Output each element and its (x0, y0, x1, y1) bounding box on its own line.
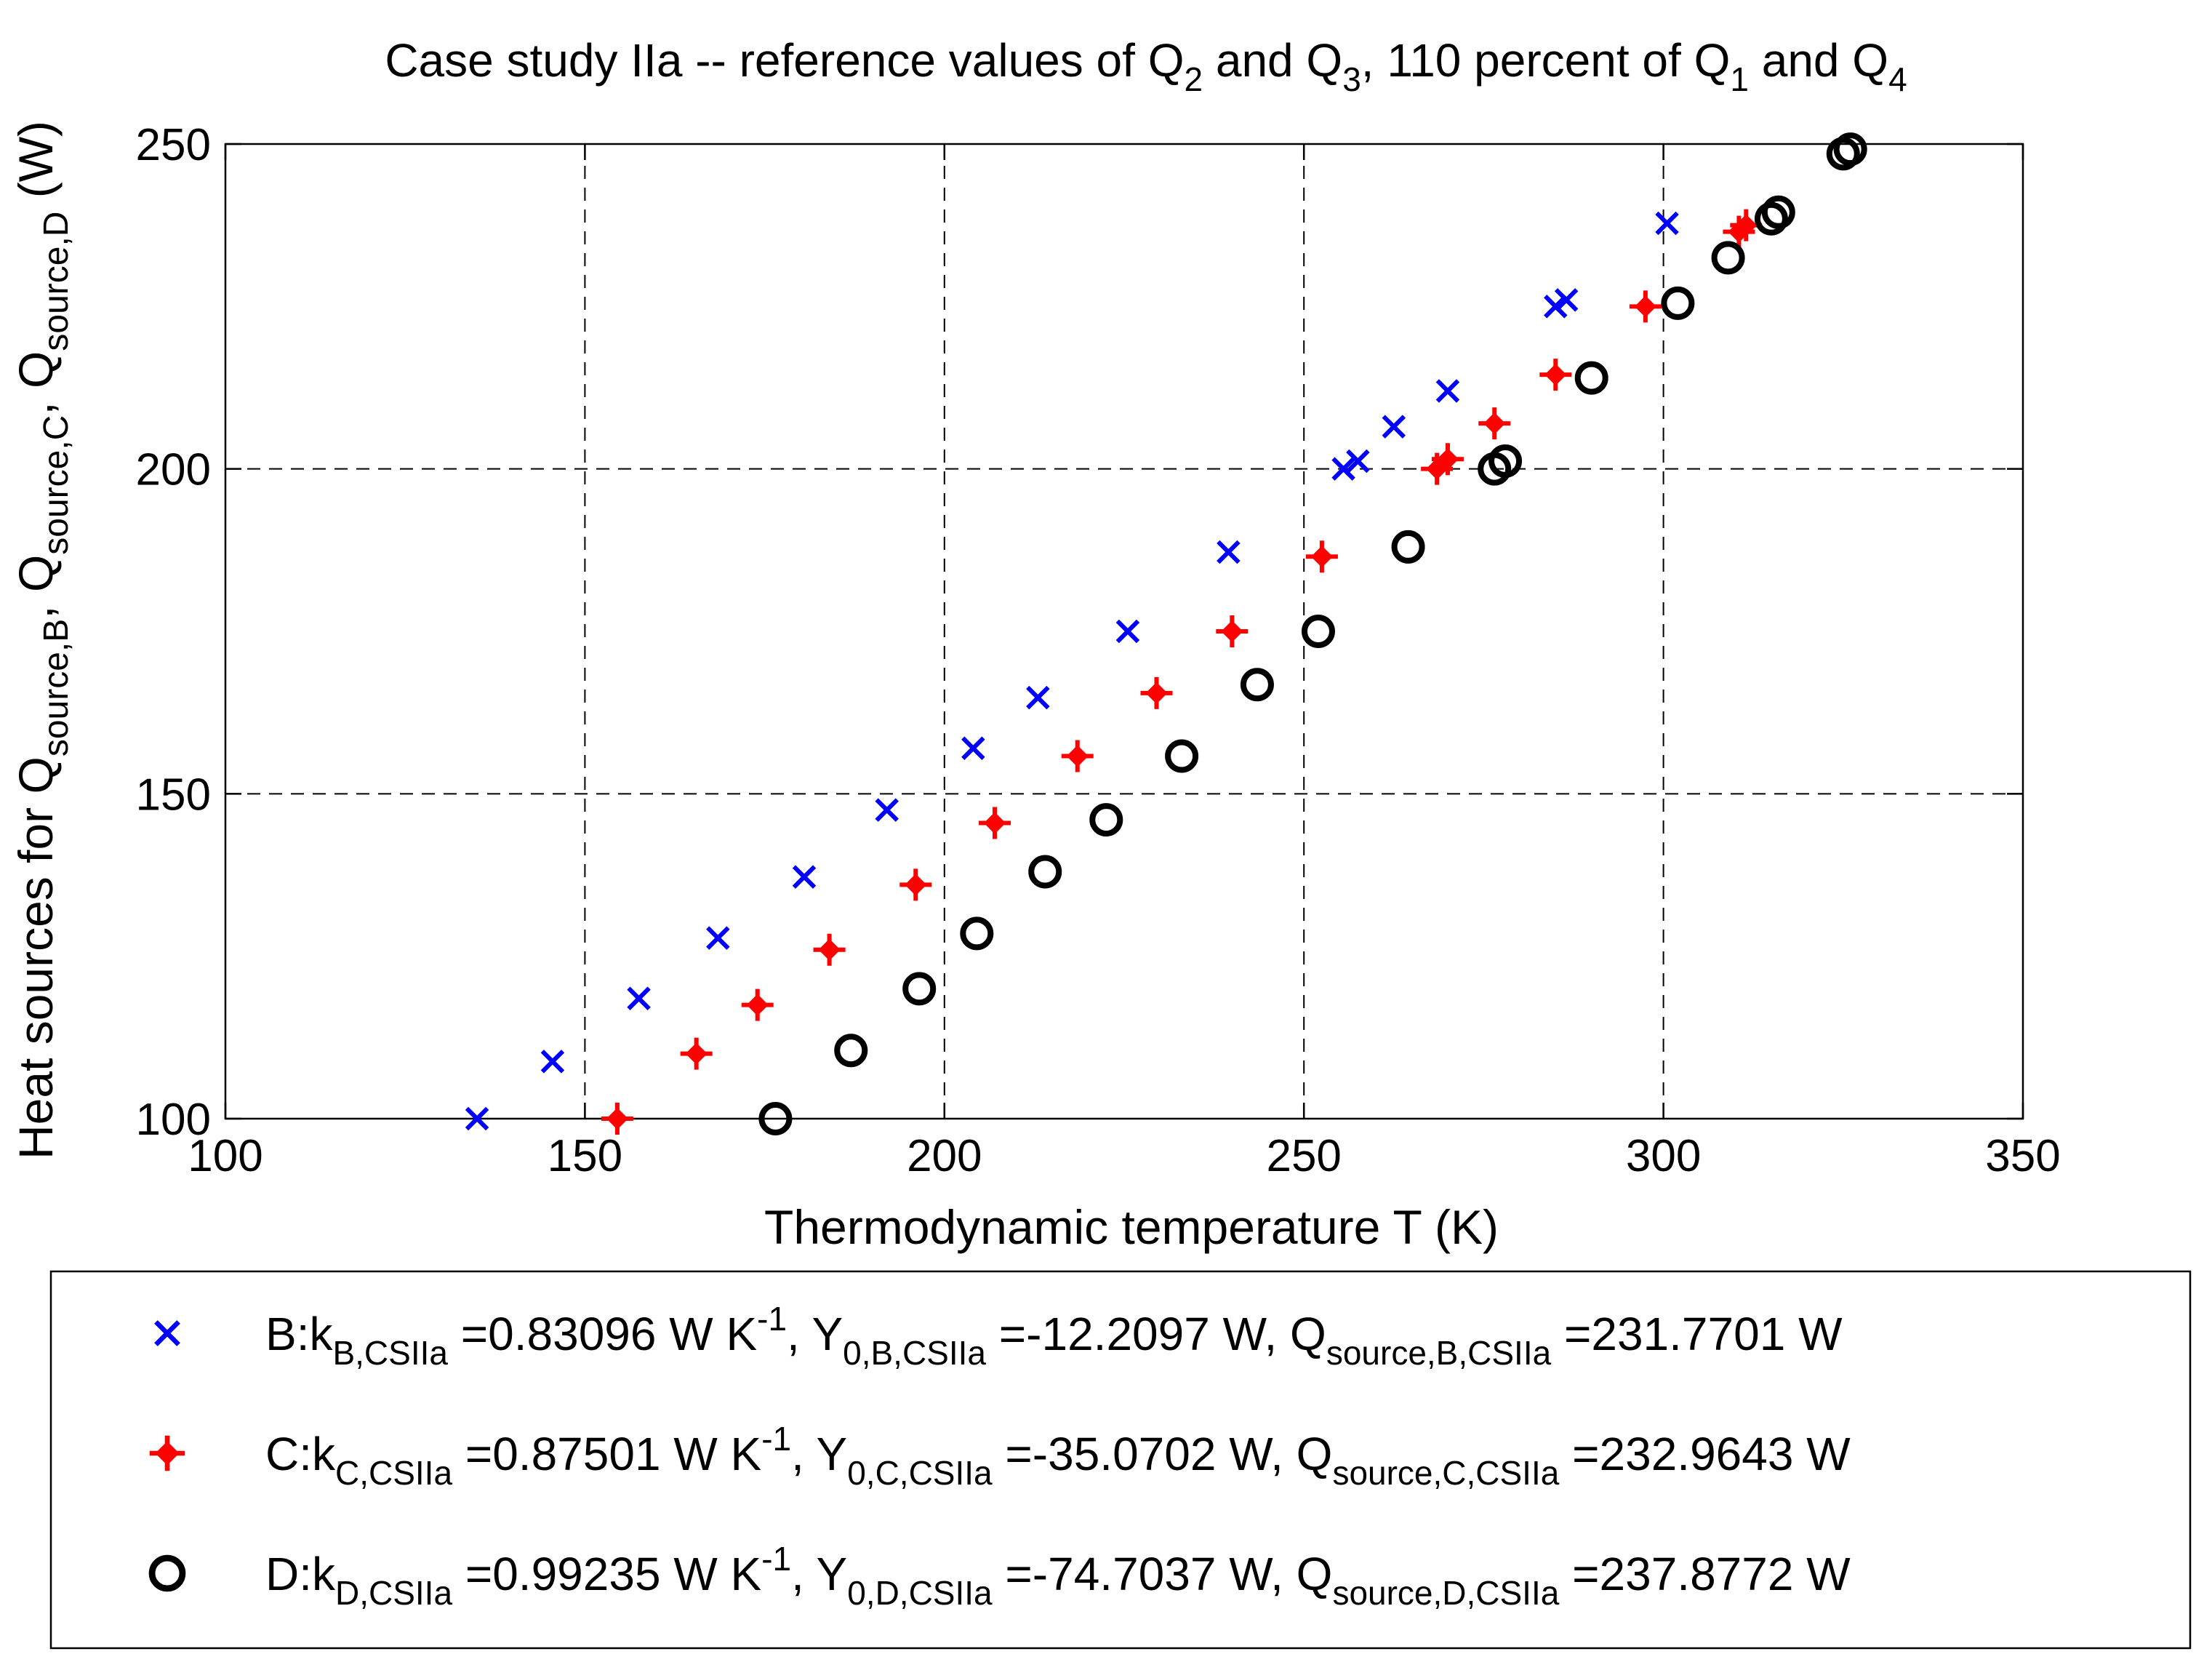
legend-label-d: D:kD,CSIIa =0.99235 W K-1, Y0,D,CSIIa =-… (265, 1540, 1851, 1612)
data-point-c (601, 1103, 633, 1135)
data-point-b (1655, 211, 1679, 236)
data-point-b (706, 926, 730, 950)
data-point-d (1301, 615, 1335, 648)
legend-marker-d (148, 1554, 186, 1592)
data-point-d (902, 972, 937, 1006)
y-tick-label: 250 (136, 120, 211, 170)
legend: B:kB,CSIIa =0.83096 W K-1, Y0,B,CSIIa =-… (49, 1270, 2192, 1650)
legend-box (49, 1270, 2192, 1650)
data-point-c (741, 988, 774, 1021)
x-tick-label: 250 (1266, 1131, 1341, 1181)
data-point-c (1305, 540, 1338, 573)
series-D (758, 132, 1867, 1135)
plot-area (224, 143, 2024, 1120)
data-point-b (1544, 295, 1568, 319)
series-B (465, 211, 1679, 1131)
data-point-c (1629, 290, 1662, 323)
x-tick-label: 150 (548, 1131, 622, 1181)
data-point-d (1089, 803, 1123, 837)
data-point-d (1661, 286, 1695, 320)
data-point-b (1331, 457, 1355, 481)
data-point-d (1240, 668, 1274, 702)
data-point-d (758, 1102, 793, 1135)
data-point-d (1391, 530, 1425, 564)
data-point-d (834, 1034, 868, 1068)
data-point-b (961, 736, 985, 761)
data-point-c (1539, 359, 1572, 391)
data-point-b (1346, 449, 1370, 474)
data-point-c (1431, 443, 1464, 476)
data-markers (465, 132, 1867, 1135)
data-point-d (1833, 132, 1867, 167)
data-point-d (1711, 241, 1745, 275)
legend-label-c: C:kC,CSIIa =0.87501 W K-1, Y0,C,CSIIa =-… (265, 1420, 1851, 1492)
data-point-d (1165, 739, 1199, 773)
x-axis-label: Thermodynamic temperature T (K) (764, 1200, 1499, 1254)
data-point-d (960, 916, 994, 951)
data-point-c (899, 868, 932, 901)
legend-label-b: B:kB,CSIIa =0.83096 W K-1, Y0,B,CSIIa =-… (265, 1300, 1843, 1372)
data-point-b (875, 798, 899, 822)
data-point-b (627, 986, 651, 1010)
data-point-b (1382, 415, 1406, 439)
y-axis-label: Heat sources for Qsource,B, Qsource,C, Q… (9, 121, 76, 1159)
data-point-d (1028, 855, 1062, 889)
data-point-c (1140, 676, 1173, 709)
data-point-c (979, 807, 1011, 839)
y-tick-label: 150 (136, 770, 211, 820)
data-point-b (792, 865, 817, 889)
chart-title: Case study IIa -- reference values of Q2… (385, 34, 1907, 98)
data-point-b (1435, 379, 1460, 403)
data-point-d (1574, 361, 1608, 395)
data-point-c (680, 1037, 713, 1070)
data-point-b (1115, 619, 1140, 644)
series-C (601, 209, 1763, 1135)
legend-entry-b: B:kB,CSIIa =0.83096 W K-1, Y0,B,CSIIa =-… (154, 1300, 1843, 1372)
data-point-d (1761, 195, 1795, 229)
data-point-b (465, 1106, 489, 1131)
data-point-b (1026, 685, 1050, 710)
data-point-b (1217, 540, 1241, 564)
data-point-c (1216, 615, 1249, 647)
axis-ticks: 100 150 200 250 300 350 100 150 200 250 (136, 120, 2061, 1181)
y-tick-label: 100 (136, 1095, 211, 1145)
data-point-b (540, 1050, 565, 1074)
x-tick-label: 300 (1626, 1131, 1701, 1181)
legend-marker-b (154, 1320, 180, 1346)
y-tick-label: 200 (136, 445, 211, 495)
x-tick-label: 350 (1985, 1131, 2060, 1181)
data-point-d (1488, 444, 1523, 478)
data-point-c (1061, 740, 1094, 772)
legend-entry-d: D:kD,CSIIa =0.99235 W K-1, Y0,D,CSIIa =-… (148, 1540, 1851, 1612)
data-point-b (1554, 288, 1579, 312)
data-point-c (813, 933, 846, 966)
data-point-c (1478, 407, 1511, 440)
data-point-d (1754, 201, 1788, 236)
legend-entry-c: C:kC,CSIIa =0.87501 W K-1, Y0,C,CSIIa =-… (149, 1420, 1851, 1492)
x-tick-label: 100 (188, 1131, 263, 1181)
x-tick-label: 200 (907, 1131, 982, 1181)
legend-marker-c (149, 1435, 185, 1471)
